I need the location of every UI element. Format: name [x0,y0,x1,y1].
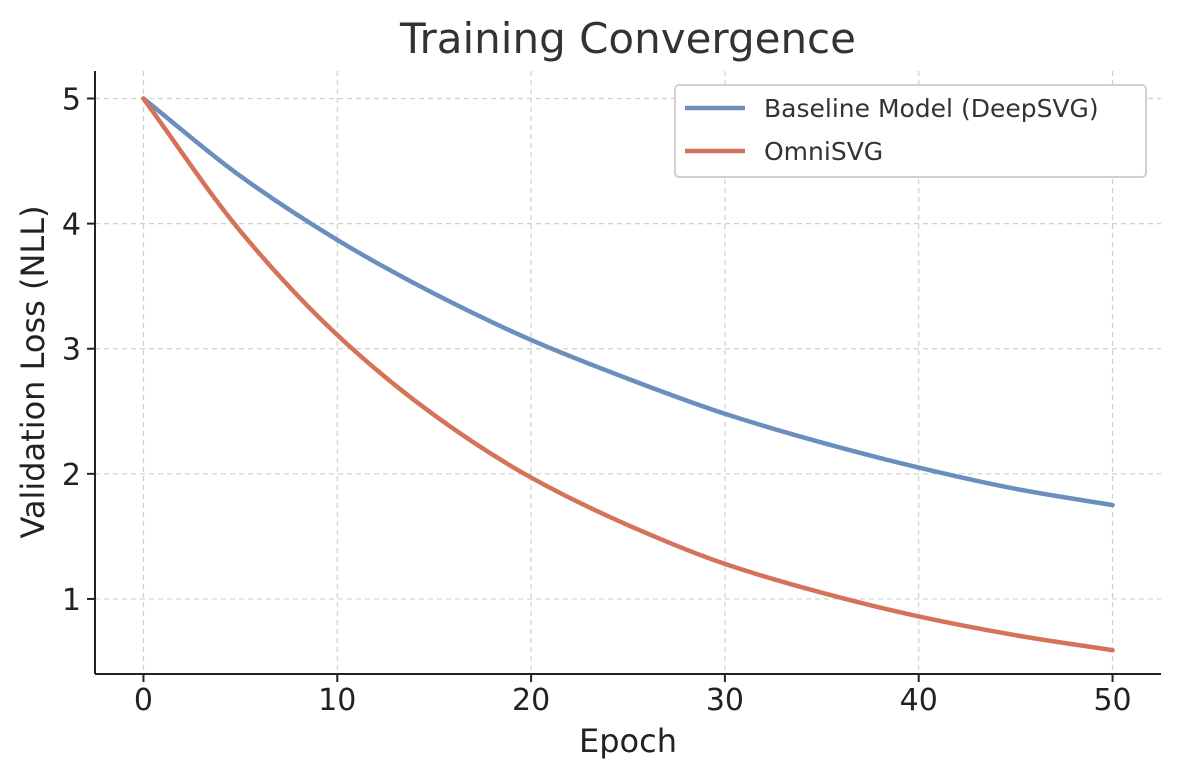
x-tick-label-3: 30 [706,683,744,718]
legend-box [674,84,1147,178]
x-tick-label-2: 20 [512,683,550,718]
x-tick-label-5: 50 [1093,683,1131,718]
y-tick-label-3: 4 [62,208,81,243]
series-lines [141,96,1115,653]
x-tick-label-1: 10 [318,683,356,718]
chart-title: Training Convergence [399,14,856,63]
y-tick-label-4: 5 [62,83,81,118]
series-line-1 [141,96,1115,653]
series-line-0 [141,96,1115,508]
y-tick-label-1: 2 [62,458,81,493]
y-tick-label-0: 1 [62,583,81,618]
legend-label-omnisvg: OmniSVG [764,137,883,166]
axis-ticks: 0 10 20 30 40 50 1 2 3 4 5 [62,83,1132,718]
x-axis-label: Epoch [579,722,677,760]
legend-label-baseline: Baseline Model (DeepSVG) [764,94,1099,123]
legend: Baseline Model (DeepSVG) OmniSVG [674,84,1147,178]
x-tick-label-0: 0 [134,683,153,718]
x-tick-label-4: 40 [900,683,938,718]
y-axis-label: Validation Loss (NLL) [14,205,52,538]
y-tick-label-2: 3 [62,333,81,368]
